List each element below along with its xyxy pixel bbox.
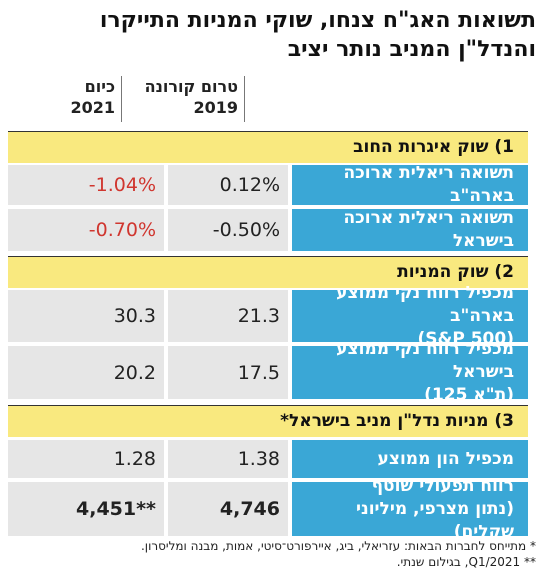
value-today: 4,451** <box>8 482 164 536</box>
column-header-today-label: כיום <box>84 77 115 96</box>
row-label: תשואה ריאלית ארוכה בישראל <box>292 208 528 251</box>
section-header-stocks: 2) שוק המניות <box>8 256 528 288</box>
title-line-1: תשואות האג"ח צנחו, שוקי המניות התייקרו <box>99 8 536 33</box>
row-label: מכפיל הון ממוצע <box>292 440 528 478</box>
footnotes: * מתייחס לחברות הבאות: עזריאלי, ביג, איי… <box>10 538 536 570</box>
value-pre-corona: 21.3 <box>168 290 288 342</box>
value-pre-corona: 1.38 <box>168 440 288 478</box>
value-today: 1.28 <box>8 440 164 478</box>
value-pre-corona: 4,746 <box>168 482 288 536</box>
row-label-line-2: (ת"א 125) <box>424 385 514 405</box>
table-row: תשואה ריאלית ארוכה בארה"ב 0.12% -1.04% <box>8 163 528 206</box>
value-today: -0.70% <box>8 209 164 251</box>
footnote-1: * מתייחס לחברות הבאות: עזריאלי, ביג, איי… <box>140 539 536 553</box>
value-pre-corona: 0.12% <box>168 165 288 205</box>
table-row: תשואה ריאלית ארוכה בישראל -0.50% -0.70% <box>8 208 528 251</box>
column-header-today-year: 2021 <box>70 98 115 117</box>
column-header-pre-corona-label: טרום קורונה <box>144 77 238 96</box>
section-header-bonds: 1) שוק איגרות החוב <box>8 131 528 163</box>
column-header-pre-corona-year: 2019 <box>193 98 238 117</box>
value-today: -1.04% <box>8 165 164 205</box>
column-header-today: כיום 2021 <box>0 76 122 122</box>
column-header-pre-corona: טרום קורונה 2019 <box>118 76 245 122</box>
section-title: 2) שוק המניות <box>397 262 514 282</box>
section-title: 3) מניות נדל"ן מניב בישראל* <box>280 411 514 431</box>
row-label: מכפיל רווח נקי ממוצע בארה"ב (S&P 500) <box>292 283 528 349</box>
table-row: רווח תפעולי שוטף (נתון מצרפי, מיליוני שק… <box>8 476 528 542</box>
value-pre-corona: -0.50% <box>168 209 288 251</box>
row-label-line-2: (S&P 500) <box>417 328 515 349</box>
row-label-line-1: רווח תפעולי שוטף <box>371 475 514 496</box>
row-label-line-1: מכפיל רווח נקי ממוצע בישראל <box>336 339 514 382</box>
row-label: מכפיל רווח נקי ממוצע בישראל (ת"א 125) <box>292 339 528 405</box>
value-today: 30.3 <box>8 290 164 342</box>
page-title: תשואות האג"ח צנחו, שוקי המניות התייקרו ו… <box>10 6 536 64</box>
value-pre-corona: 17.5 <box>168 346 288 399</box>
row-label: תשואה ריאלית ארוכה בארה"ב <box>292 163 528 206</box>
row-label-line-1: מכפיל רווח נקי ממוצע בארה"ב <box>336 282 514 326</box>
section-header-real-estate: 3) מניות נדל"ן מניב בישראל* <box>8 405 528 437</box>
section-title: 1) שוק איגרות החוב <box>353 137 514 157</box>
title-line-2: והנדל"ן המניב נותר יציב <box>287 37 536 62</box>
table-row: מכפיל רווח נקי ממוצע בישראל (ת"א 125) 17… <box>8 339 528 405</box>
footnote-2: ** Q1/2021, בגילום שנתי. <box>396 555 536 569</box>
value-today: 20.2 <box>8 346 164 399</box>
row-label: רווח תפעולי שוטף (נתון מצרפי, מיליוני שק… <box>292 476 528 542</box>
table-row: מכפיל רווח נקי ממוצע בארה"ב (S&P 500) 21… <box>8 283 528 349</box>
table-row: מכפיל הון ממוצע 1.38 1.28 <box>8 440 528 478</box>
row-label-line-2: (נתון מצרפי, מיליוני שקלים) <box>355 498 514 542</box>
